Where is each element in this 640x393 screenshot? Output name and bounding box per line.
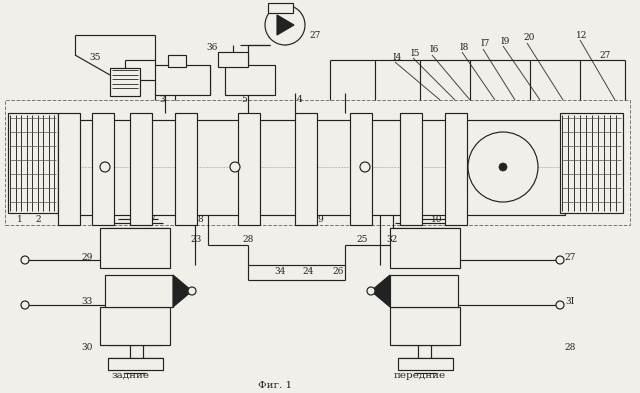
Text: 24: 24 <box>302 268 314 277</box>
Text: 3: 3 <box>159 95 165 105</box>
Text: 32: 32 <box>387 235 397 244</box>
Text: 23: 23 <box>190 235 202 244</box>
Circle shape <box>367 287 375 295</box>
Bar <box>400 113 422 225</box>
Polygon shape <box>277 15 294 35</box>
Bar <box>105 275 173 307</box>
Text: 2: 2 <box>35 215 41 224</box>
Bar <box>100 307 170 345</box>
Text: 4: 4 <box>297 95 303 105</box>
Text: 22: 22 <box>289 9 300 18</box>
Circle shape <box>499 163 507 171</box>
Text: 12: 12 <box>576 31 588 40</box>
Polygon shape <box>371 275 390 307</box>
Bar <box>5 100 630 225</box>
Text: 28: 28 <box>564 343 576 351</box>
Bar <box>238 113 260 225</box>
Text: 34: 34 <box>275 268 285 277</box>
Bar <box>8 113 58 213</box>
Circle shape <box>265 5 305 45</box>
Text: 28: 28 <box>243 235 253 244</box>
Polygon shape <box>173 275 192 307</box>
Text: задние: задние <box>111 371 149 380</box>
Bar <box>218 52 248 67</box>
Text: I6: I6 <box>429 46 438 55</box>
Bar <box>445 113 467 225</box>
Bar <box>295 113 317 225</box>
Bar <box>398 358 453 370</box>
Text: 2I: 2I <box>268 31 276 40</box>
Bar <box>390 228 460 268</box>
Circle shape <box>556 256 564 264</box>
Circle shape <box>230 162 240 172</box>
Bar <box>168 55 186 67</box>
Text: 8: 8 <box>197 215 203 224</box>
Text: 6: 6 <box>100 215 106 224</box>
Text: 10: 10 <box>431 215 443 224</box>
Circle shape <box>21 301 29 309</box>
Text: 26: 26 <box>332 268 344 277</box>
Bar <box>268 3 293 13</box>
Bar <box>58 113 80 225</box>
Bar <box>108 358 163 370</box>
Circle shape <box>556 301 564 309</box>
Bar <box>155 65 210 95</box>
Bar <box>390 275 458 307</box>
Text: 1: 1 <box>17 215 23 224</box>
Bar <box>130 113 152 225</box>
Text: II: II <box>65 215 72 224</box>
Text: 27: 27 <box>564 252 576 261</box>
Text: 5: 5 <box>241 95 247 105</box>
Text: 33: 33 <box>81 298 93 307</box>
Bar <box>110 68 140 96</box>
Text: 7: 7 <box>149 215 155 224</box>
Bar <box>560 113 623 213</box>
Text: передние: передние <box>394 371 446 380</box>
Bar <box>390 307 460 345</box>
Text: 9: 9 <box>317 215 323 224</box>
Text: 25: 25 <box>356 235 368 244</box>
Text: I9: I9 <box>500 37 509 46</box>
Text: 35: 35 <box>89 53 100 62</box>
Bar <box>175 113 197 225</box>
Text: 3I: 3I <box>565 298 575 307</box>
Circle shape <box>468 132 538 202</box>
Text: 30: 30 <box>81 343 93 351</box>
Text: 20: 20 <box>524 33 534 42</box>
Text: I8: I8 <box>460 42 468 51</box>
Text: I5: I5 <box>410 48 420 57</box>
Bar <box>350 113 372 225</box>
Bar <box>225 65 275 95</box>
Text: Фиг. 1: Фиг. 1 <box>258 380 292 389</box>
Text: I7: I7 <box>480 40 490 48</box>
Circle shape <box>100 162 110 172</box>
Bar <box>100 228 170 268</box>
Bar <box>58 120 565 215</box>
Text: 36: 36 <box>206 44 218 53</box>
Circle shape <box>188 287 196 295</box>
Circle shape <box>360 162 370 172</box>
Text: 27: 27 <box>309 31 321 40</box>
Text: 29: 29 <box>81 252 93 261</box>
Text: I4: I4 <box>392 53 402 61</box>
Bar <box>92 113 114 225</box>
Text: 27: 27 <box>599 50 611 59</box>
Circle shape <box>21 256 29 264</box>
